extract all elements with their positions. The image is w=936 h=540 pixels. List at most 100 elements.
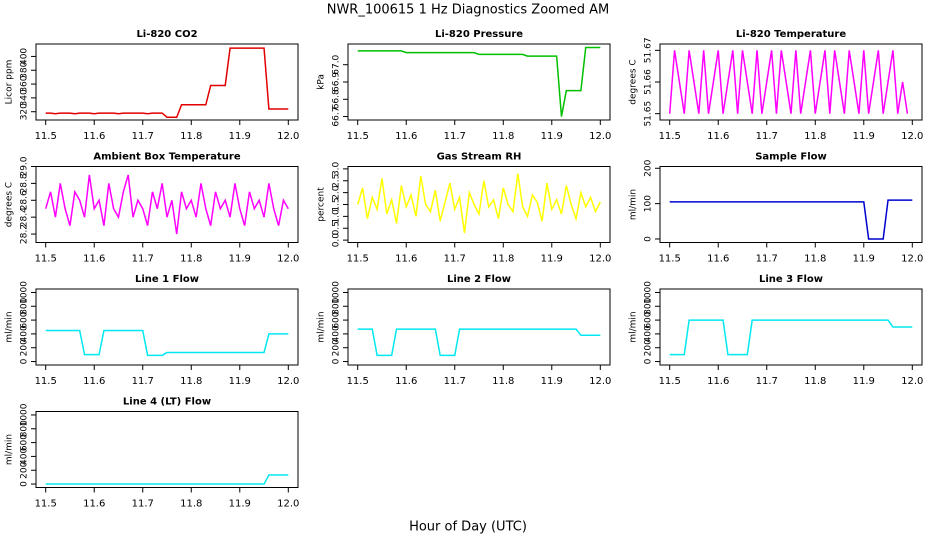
x-tick-label: 11.5 [35, 131, 57, 142]
plot-frame [35, 166, 299, 243]
data-line [357, 46, 601, 117]
data-line [45, 329, 289, 357]
x-tick-label: 11.8 [492, 254, 514, 265]
x-tick-label: 11.9 [853, 131, 875, 142]
data-line [357, 328, 601, 357]
x-tick-label: 11.5 [35, 376, 57, 387]
x-tick-label: 11.6 [395, 376, 417, 387]
x-tick-label: 11.7 [444, 254, 466, 265]
x-tick-label: 11.9 [541, 254, 563, 265]
y-axis-label: ml/min [5, 434, 15, 465]
y-tick-label: 200 [20, 461, 30, 478]
x-tick-label: 12.0 [901, 131, 923, 142]
x-tick-label: 11.8 [804, 376, 826, 387]
x-tick-label: 11.6 [395, 254, 417, 265]
y-tick-label: 28.6 [20, 190, 30, 210]
x-tick-label: 11.9 [541, 131, 563, 142]
x-tick-label: 11.8 [804, 131, 826, 142]
data-line [668, 50, 909, 114]
y-axis-label: kPa [317, 74, 327, 90]
y-tick-label: 0 [332, 358, 342, 364]
panel-title: Sample Flow [755, 152, 827, 163]
x-tick-label: 11.7 [444, 131, 466, 142]
x-tick-label: 11.9 [229, 499, 251, 510]
y-axis-label: ml/min [5, 311, 15, 342]
x-tick-label: 12.0 [901, 254, 923, 265]
y-axis-label: ml/min [629, 311, 639, 342]
x-tick-label: 12.0 [277, 376, 299, 387]
x-tick-label: 12.0 [277, 499, 299, 510]
panel-title: Line 3 Flow [759, 274, 823, 285]
y-tick-label: 200 [644, 339, 654, 356]
x-tick-label: 11.5 [347, 376, 369, 387]
x-tick-label: 11.5 [35, 254, 57, 265]
y-tick-label: 400 [20, 48, 30, 65]
y-tick-label: 1000 [332, 281, 342, 304]
plot-frame [35, 43, 299, 121]
y-tick-label: 1000 [644, 281, 654, 304]
x-tick-label: 11.9 [853, 254, 875, 265]
x-tick-label: 11.5 [35, 499, 57, 510]
figure-title: NWR_100615 1 Hz Diagnostics Zoomed AM [327, 3, 610, 18]
x-tick-label: 11.6 [707, 254, 729, 265]
x-tick-label: 12.0 [589, 376, 611, 387]
plot-frame [659, 288, 923, 366]
x-tick-label: 11.7 [132, 131, 154, 142]
y-tick-label: 800 [20, 420, 30, 437]
y-tick-label: 0 [20, 358, 30, 364]
y-tick-label: 800 [332, 297, 342, 314]
x-tick-label: 11.6 [707, 131, 729, 142]
x-tick-label: 12.0 [277, 254, 299, 265]
plot-frame [659, 166, 923, 243]
y-tick-label: 0.0 [332, 233, 342, 248]
y-tick-label: 200 [332, 339, 342, 356]
y-tick-label: 0 [20, 481, 30, 487]
y-tick-label: 67.0 [332, 54, 342, 74]
data-line [669, 199, 913, 240]
x-tick-label: 11.8 [180, 254, 202, 265]
data-line [356, 173, 601, 234]
y-tick-label: 1000 [20, 281, 30, 304]
x-tick-label: 11.6 [83, 376, 105, 387]
y-tick-label: 28.2 [20, 224, 30, 244]
x-tick-label: 11.9 [229, 254, 251, 265]
y-tick-label: 100 [644, 195, 654, 212]
y-tick-label: 28.8 [20, 173, 30, 193]
y-tick-label: 400 [20, 448, 30, 465]
y-tick-label: 600 [644, 311, 654, 328]
data-line [45, 474, 289, 485]
x-tick-label: 11.9 [853, 376, 875, 387]
panel-title: Line 4 (LT) Flow [123, 397, 211, 408]
y-tick-label: 600 [20, 311, 30, 328]
x-tick-label: 11.5 [347, 131, 369, 142]
y-tick-label: 66.9 [332, 72, 342, 92]
y-tick-label: 400 [20, 325, 30, 342]
y-tick-label: 28.4 [20, 207, 30, 227]
y-tick-label: 0.5 [332, 221, 342, 235]
x-tick-label: 11.7 [444, 376, 466, 387]
x-tick-label: 11.8 [492, 376, 514, 387]
y-tick-label: 400 [644, 325, 654, 342]
x-tick-label: 11.9 [229, 376, 251, 387]
panel-title: Ambient Box Temperature [93, 152, 240, 163]
x-tick-label: 11.6 [83, 131, 105, 142]
x-tick-label: 12.0 [589, 254, 611, 265]
x-tick-label: 11.7 [756, 131, 778, 142]
x-tick-label: 11.8 [492, 131, 514, 142]
y-tick-label: 1.0 [332, 209, 342, 224]
y-tick-label: 340 [20, 89, 30, 106]
y-tick-label: 200 [644, 159, 654, 176]
plot-frame [347, 43, 611, 121]
x-tick-label: 11.9 [229, 131, 251, 142]
x-tick-label: 11.7 [756, 376, 778, 387]
x-tick-label: 11.5 [659, 254, 681, 265]
y-tick-label: 320 [20, 103, 30, 120]
y-tick-label: 29.0 [20, 156, 30, 176]
x-tick-label: 11.5 [659, 376, 681, 387]
x-tick-label: 11.7 [756, 254, 778, 265]
panel-title: Line 1 Flow [135, 274, 199, 285]
panel-title: Li-820 Temperature [736, 29, 846, 40]
x-tick-label: 11.7 [132, 254, 154, 265]
y-tick-label: 1.5 [332, 197, 342, 211]
data-line [45, 47, 289, 118]
